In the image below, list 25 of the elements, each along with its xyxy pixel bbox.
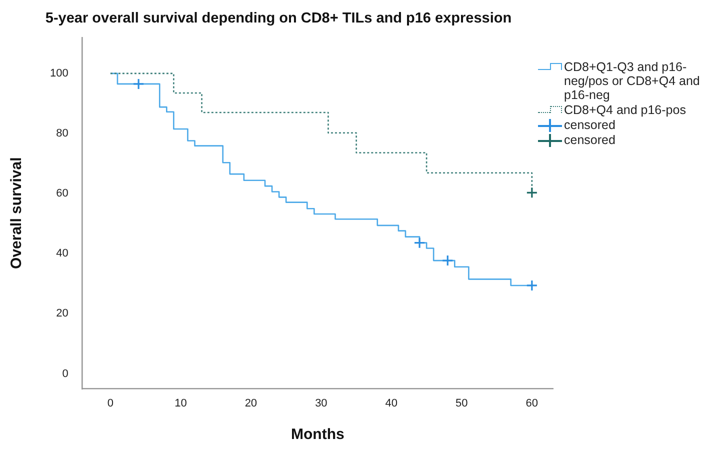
y-tick-label: 60	[56, 188, 68, 200]
point	[526, 186, 538, 198]
point	[442, 254, 454, 266]
legend-label: CD8+Q4 and p16-pos	[564, 103, 686, 117]
point	[526, 280, 538, 292]
point	[132, 78, 144, 90]
y-tick-label: 20	[56, 308, 68, 320]
legend-label: censored	[564, 133, 616, 147]
y-tick-label: 40	[56, 248, 68, 260]
legend-label: CD8+Q1-Q3 and p16-neg/pos or CD8+Q4 and p16-neg	[564, 60, 701, 102]
x-tick-label: 10	[174, 397, 187, 410]
x-axis-title: Months	[291, 426, 344, 444]
x-tick-label: 50	[456, 397, 468, 410]
x-tick-label: 60	[526, 397, 538, 410]
y-tick-label: 80	[56, 128, 68, 140]
x-tick-label: 0	[107, 397, 114, 410]
y-tick-label: 0	[62, 368, 68, 380]
x-tick-label: 40	[385, 397, 398, 410]
x-tick-label: 30	[315, 397, 328, 410]
y-axis-title: Overall survival	[8, 157, 26, 269]
chart-title: 5-year overall survival depending on CD8+ TILs and p16 expression	[45, 10, 512, 27]
legend-label: censored	[564, 118, 616, 132]
y-tick-label: 100	[50, 67, 68, 80]
x-tick-label: 20	[244, 397, 258, 410]
point	[414, 237, 426, 249]
